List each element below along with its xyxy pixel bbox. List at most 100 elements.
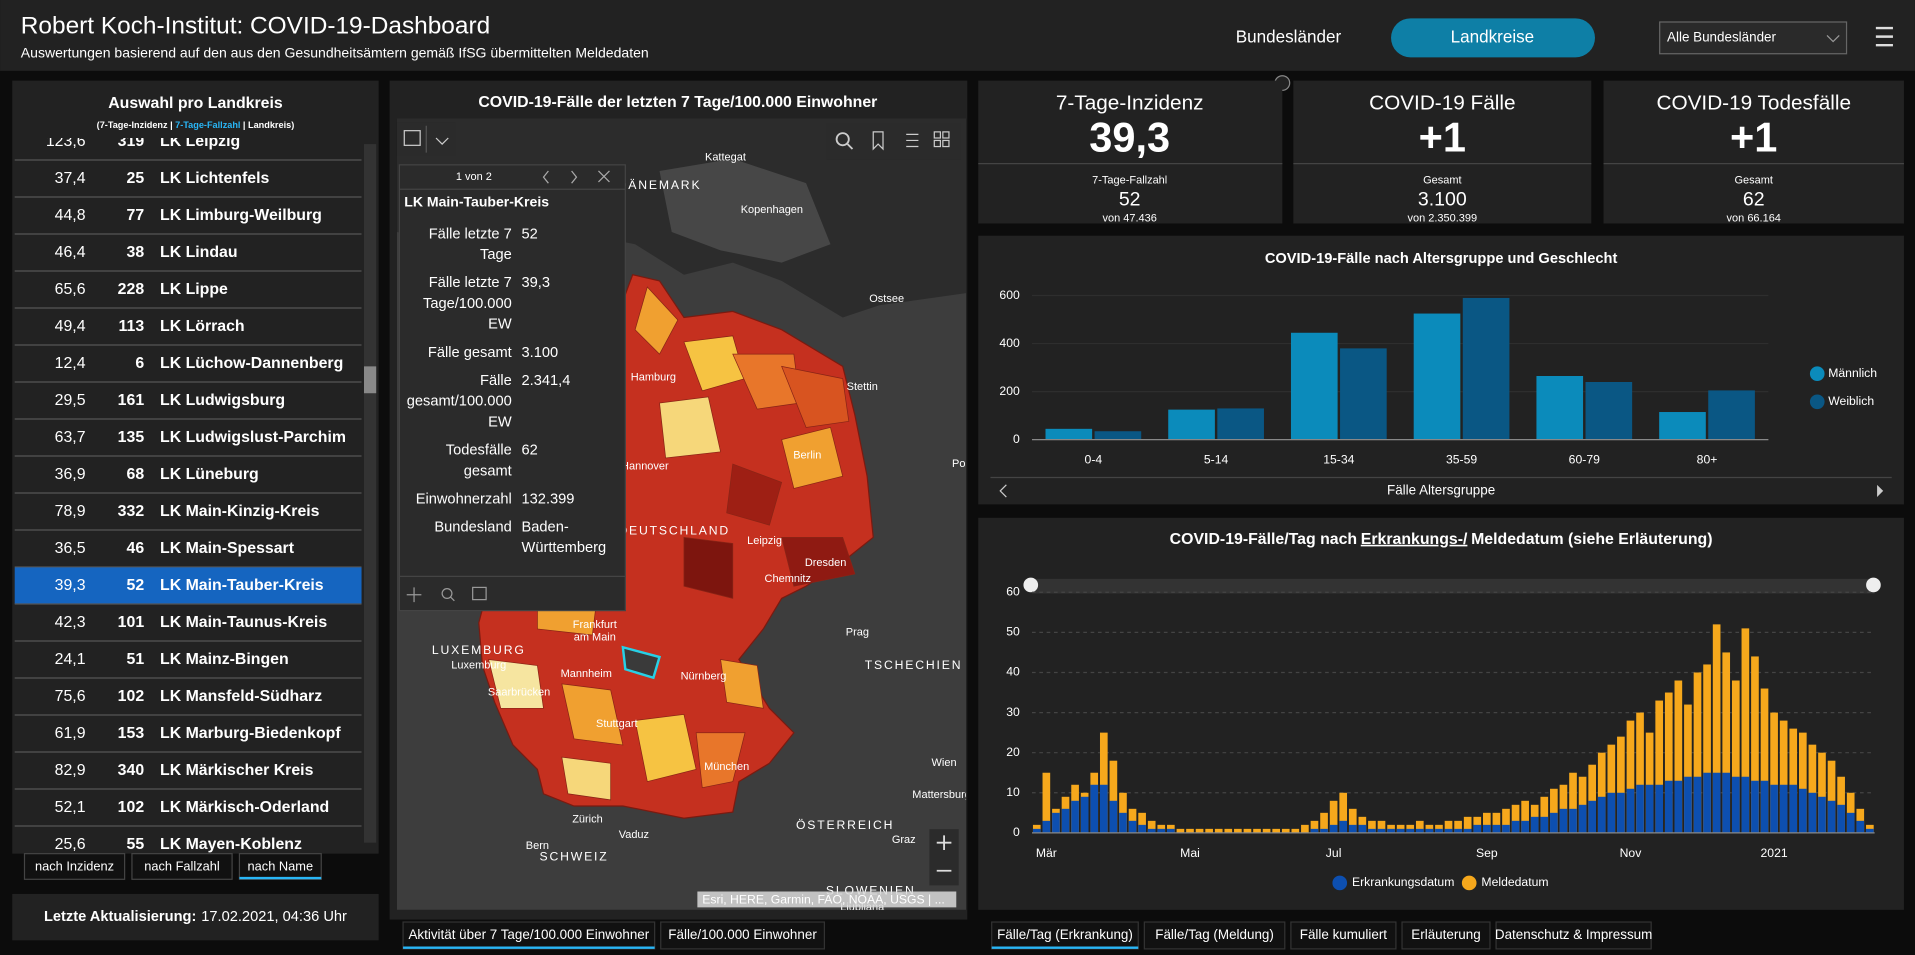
row-incidence[interactable]: 46,4 [55,244,86,261]
row-name: LK Märkischer Kreis [160,762,314,779]
popup-close[interactable] [598,170,610,183]
row-incidence[interactable]: 24,1 [55,651,86,668]
popup-title: LK Main-Tauber-Kreis [404,193,549,209]
kpi-sub-total: von 47.436 [1103,213,1157,225]
select-icon[interactable] [403,130,421,146]
row-incidence[interactable]: 63,7 [55,429,86,446]
select-box[interactable] [1659,21,1848,55]
row-incidence[interactable]: 29,5 [55,392,86,409]
select-arrow [1826,34,1840,43]
tab[interactable] [660,921,825,950]
bar [1186,828,1194,833]
sort-button[interactable] [23,853,126,880]
bar [1463,828,1472,833]
bar [1626,720,1635,833]
bar [1492,812,1501,833]
bar [1463,816,1472,833]
sort-button[interactable] [238,853,322,880]
tab-label: Fälle/Tag (Erkrankung) [997,927,1133,942]
row-incidence[interactable]: 49,4 [55,318,86,335]
bar [1340,348,1387,440]
popup-field-value: Baden- [522,519,569,535]
row-name: LK Limburg-Weilburg [160,207,322,224]
dropdown-icon[interactable] [435,137,449,145]
scroll-right[interactable] [1877,484,1884,498]
map-labels: Kattegat DÄNEMARK Kopenhagen Ostsee Hamburg S… [432,151,966,909]
bar [1413,313,1461,440]
bar [1760,688,1769,833]
row-incidence[interactable]: 75,6 [55,688,86,705]
popup-field-label: Tage/100.000 [423,296,512,312]
popup-prev[interactable] [542,170,549,184]
bar [1530,816,1539,833]
range-slider[interactable] [1031,578,1875,594]
row-incidence[interactable]: 12,4 [55,355,86,372]
tab[interactable] [1143,921,1286,950]
bar [1119,812,1127,833]
row-incidence[interactable]: 78,9 [55,503,86,520]
tab[interactable] [1290,921,1397,950]
popup-field-value: 2.341,4 [522,373,571,389]
row-incidence[interactable]: 36,5 [55,540,86,557]
slider-handle[interactable] [1023,577,1039,593]
bar [1444,828,1453,833]
nav-button[interactable]: Bundesländer [1236,27,1342,46]
bar [1224,828,1233,833]
row-name: LK Ludwigsburg [160,392,285,409]
row-incidence[interactable]: 52,1 [55,799,86,816]
row-cases: 55 [127,836,145,853]
nav-button[interactable]: Landkreise [1451,27,1535,46]
bar [1387,828,1395,833]
bar [1348,824,1357,833]
row-incidence[interactable]: 37,4 [55,170,86,187]
popup-actions[interactable] [406,586,487,603]
list-subtitle: (7-Tage-Inzidenz | 7-Tage-Fallzahl | Landk… [97,120,295,130]
search-icon-handle [846,143,854,150]
bookmark-icon[interactable] [872,131,884,151]
popup-field-label: Todesfälle [446,443,512,459]
map-label: Dresden [805,557,847,569]
legend-swatch [1461,875,1477,891]
sort-button[interactable] [131,853,233,880]
tab-label: Fälle/100.000 Einwohner [668,927,817,942]
row-incidence[interactable]: 36,9 [55,466,86,483]
map-label: DEUTSCHLAND [618,523,730,537]
grid-icon[interactable] [933,131,950,148]
slider-handle[interactable] [1866,577,1881,593]
row-incidence[interactable]: 39,3 [55,577,86,594]
row-incidence[interactable]: 25,6 [55,836,86,853]
scrollbar-thumb[interactable] [363,366,377,394]
bar [1693,672,1702,833]
bar [1626,788,1635,833]
sort-label: nach Name [248,858,314,873]
row-incidence[interactable]: 82,9 [55,762,86,779]
x-tick-label: 35-59 [1446,453,1477,467]
row-incidence[interactable]: 44,8 [55,207,86,224]
row-incidence[interactable]: 65,6 [55,281,86,298]
tab-label: Aktivität über 7 Tage/100.000 Einwohner [408,927,649,942]
bar [1550,812,1558,833]
popup-field-value: 52 [522,226,538,242]
bar [1061,808,1070,833]
tab[interactable] [1401,921,1491,950]
zoom-in[interactable] [936,835,952,850]
tab[interactable] [991,921,1139,950]
map-label: TSCHECHIEN [865,658,963,672]
row-incidence[interactable]: 123,6 [46,133,86,150]
menu-icon[interactable] [1875,26,1893,47]
list-icon[interactable] [906,133,919,148]
scroll-left[interactable] [999,484,1007,498]
kpi-title: 7-Tage-Inzidenz [1056,91,1204,114]
map-label: Ostsee [869,293,904,305]
row-incidence[interactable]: 42,3 [55,614,86,631]
row-incidence[interactable]: 61,9 [55,725,86,742]
tab[interactable] [1495,921,1652,950]
bar [1856,820,1865,833]
popup-next[interactable] [571,170,578,184]
search-icon[interactable] [835,132,850,147]
district-panel [12,80,379,854]
bar [1751,780,1759,833]
map-label: Graz [892,834,916,846]
bar [1454,828,1462,833]
map-label: DÄNEMARK [618,178,702,192]
